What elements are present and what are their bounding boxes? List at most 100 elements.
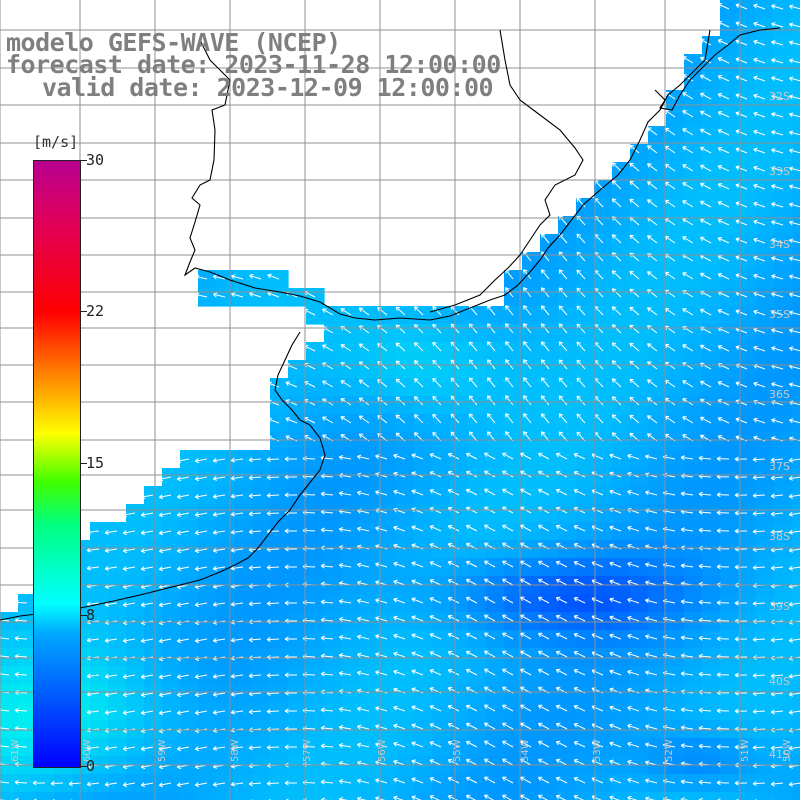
wind-speed-cell — [144, 702, 163, 721]
wind-arrow — [629, 396, 640, 406]
wind-arrow — [447, 704, 460, 712]
wind-arrow — [284, 528, 297, 534]
wind-speed-cell — [18, 738, 37, 757]
wind-speed-cell — [324, 396, 343, 415]
wind-arrow — [248, 673, 262, 679]
wind-speed-cell — [540, 540, 559, 559]
wind-arrow — [753, 381, 766, 388]
wind-speed-cell — [360, 396, 379, 415]
wind-speed-cell — [756, 792, 775, 800]
coastline — [0, 331, 326, 621]
wind-speed-cell — [540, 468, 559, 487]
wind-arrow — [717, 111, 730, 118]
wind-speed-cell — [738, 396, 757, 415]
wind-speed-cell — [486, 378, 505, 397]
wind-speed-cell — [486, 306, 505, 325]
wind-arrow — [753, 417, 766, 424]
wind-speed-cell — [486, 468, 505, 487]
wind-arrow — [122, 674, 136, 680]
wind-arrow — [698, 527, 712, 533]
wind-speed-cell — [558, 774, 577, 793]
wind-speed-cell — [198, 540, 217, 559]
wind-speed-cell — [324, 378, 343, 397]
wind-speed-cell — [504, 450, 523, 469]
wind-speed-cell — [684, 702, 703, 721]
wind-arrow — [465, 524, 478, 532]
wind-speed-cell — [720, 486, 739, 505]
wind-arrow — [717, 255, 730, 262]
wind-speed-cell — [378, 774, 397, 793]
wind-speed-cell — [648, 432, 667, 451]
wind-arrow — [753, 183, 766, 190]
wind-arrow — [502, 596, 514, 604]
wind-speed-cell — [774, 144, 793, 163]
wind-arrow — [285, 381, 298, 388]
wind-speed-cell — [522, 396, 541, 415]
wind-speed-cell — [522, 648, 541, 667]
wind-speed-cell — [468, 558, 487, 577]
wind-arrow — [520, 578, 532, 586]
wind-speed-cell — [774, 630, 793, 649]
wind-speed-cell — [396, 648, 415, 667]
wind-speed-cell — [612, 468, 631, 487]
wind-arrow — [284, 456, 297, 462]
wind-speed-cell — [162, 558, 181, 577]
wind-arrow — [537, 776, 550, 784]
wind-speed-cell — [306, 630, 325, 649]
wind-speed-cell — [414, 540, 433, 559]
wind-arrow — [230, 745, 244, 751]
wind-speed-cell — [666, 666, 685, 685]
wind-arrow — [375, 580, 388, 586]
wind-speed-cell — [540, 450, 559, 469]
wind-arrow — [483, 668, 496, 676]
wind-speed-cell — [702, 558, 721, 577]
wind-speed-cell — [738, 702, 757, 721]
wind-arrow — [375, 778, 388, 784]
wind-arrow — [86, 565, 100, 571]
wind-arrow — [680, 743, 694, 749]
wind-speed-cell — [414, 468, 433, 487]
wind-arrow — [447, 758, 460, 766]
wind-speed-cell — [684, 612, 703, 631]
wind-speed-cell — [756, 306, 775, 325]
wind-arrow — [627, 759, 640, 766]
wind-speed-cell — [90, 774, 109, 793]
wind-speed-cell — [468, 396, 487, 415]
wind-speed-cell — [630, 198, 649, 217]
wind-arrow — [248, 637, 262, 643]
wind-speed-cell — [648, 288, 667, 307]
wind-arrow — [523, 341, 532, 352]
wind-speed-cell — [270, 648, 289, 667]
wind-speed-cell — [666, 126, 685, 145]
wind-arrow — [771, 166, 784, 172]
wind-arrow — [483, 722, 496, 730]
wind-arrow — [627, 453, 640, 460]
wind-arrow — [717, 147, 730, 154]
wind-speed-cell — [522, 342, 541, 361]
wind-arrow — [609, 597, 622, 604]
wind-arrow — [735, 345, 748, 352]
wind-arrow — [320, 707, 334, 713]
wind-arrow — [788, 637, 800, 643]
wind-speed-cell — [270, 540, 289, 559]
colorbar-tickmark — [80, 311, 87, 312]
wind-arrow — [537, 524, 550, 532]
wind-arrow — [523, 395, 532, 406]
wind-speed-cell — [198, 486, 217, 505]
wind-arrow — [520, 614, 532, 622]
wind-speed-cell — [0, 738, 19, 757]
wind-speed-cell — [90, 666, 109, 685]
wind-arrow — [717, 93, 730, 100]
wind-arrow — [627, 651, 640, 658]
wind-arrow — [734, 564, 748, 570]
wind-speed-cell — [702, 288, 721, 307]
wind-arrow — [230, 493, 244, 499]
wind-speed-cell — [504, 414, 523, 433]
wind-speed-cell — [396, 504, 415, 523]
wind-speed-cell — [630, 792, 649, 800]
wind-arrow — [468, 395, 478, 406]
wind-arrow — [140, 710, 154, 716]
wind-speed-cell — [792, 54, 800, 73]
longitude-label: 53W — [592, 739, 603, 762]
